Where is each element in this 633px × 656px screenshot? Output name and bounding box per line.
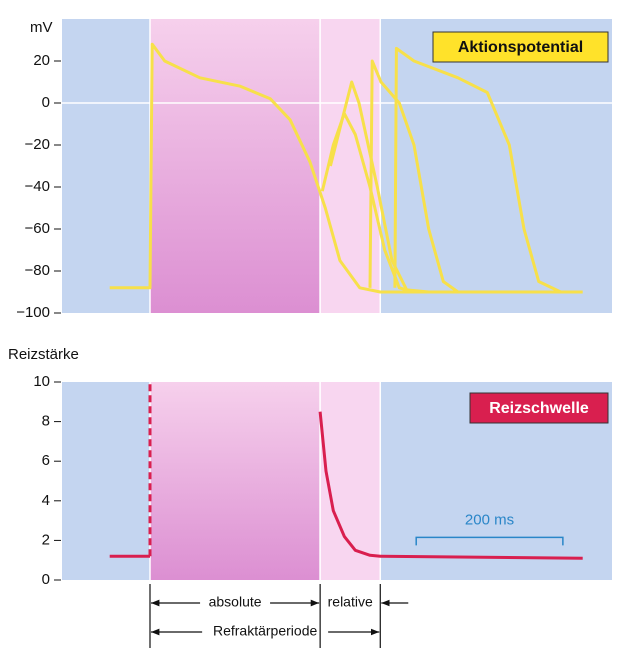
- scale-bar: [415, 536, 564, 546]
- y-tick-label: −40: [25, 178, 50, 195]
- y-tick-label: 4: [42, 492, 50, 509]
- annotation-label: Refraktärperiode: [213, 623, 317, 639]
- y-tick-label: 0: [42, 94, 50, 111]
- refractory-band: [150, 19, 321, 313]
- y-tick-label: 6: [42, 452, 50, 469]
- y-axis-label: Reizstärke: [8, 346, 79, 363]
- y-tick-label: 8: [42, 413, 50, 430]
- line-series: [318, 411, 583, 560]
- title-box: [432, 31, 609, 63]
- line-series: [320, 112, 415, 294]
- refractory-band: [150, 382, 321, 580]
- annotation-label: relative: [328, 594, 373, 610]
- title-box: [469, 392, 609, 424]
- line-series: [328, 80, 429, 294]
- y-tick-label: 20: [33, 52, 50, 69]
- chart-title: Aktionspotential: [458, 39, 583, 56]
- y-tick-label: −60: [25, 220, 50, 237]
- line-series: [368, 59, 459, 294]
- y-tick-label: −80: [25, 262, 50, 279]
- y-tick-label: 0: [42, 571, 50, 588]
- y-tick-label: 10: [33, 373, 50, 390]
- scale-bar-label: 200 ms: [465, 511, 514, 528]
- y-tick-label: −20: [25, 136, 50, 153]
- line-series: [393, 46, 562, 294]
- annotation-label: absolute: [209, 594, 262, 610]
- chart-title: Reizschwelle: [489, 400, 589, 417]
- refractory-band: [320, 382, 381, 580]
- line-series: [109, 42, 583, 294]
- y-tick-label: −100: [16, 304, 50, 321]
- y-tick-label: 2: [42, 531, 50, 548]
- y-axis-label: mV: [30, 19, 53, 36]
